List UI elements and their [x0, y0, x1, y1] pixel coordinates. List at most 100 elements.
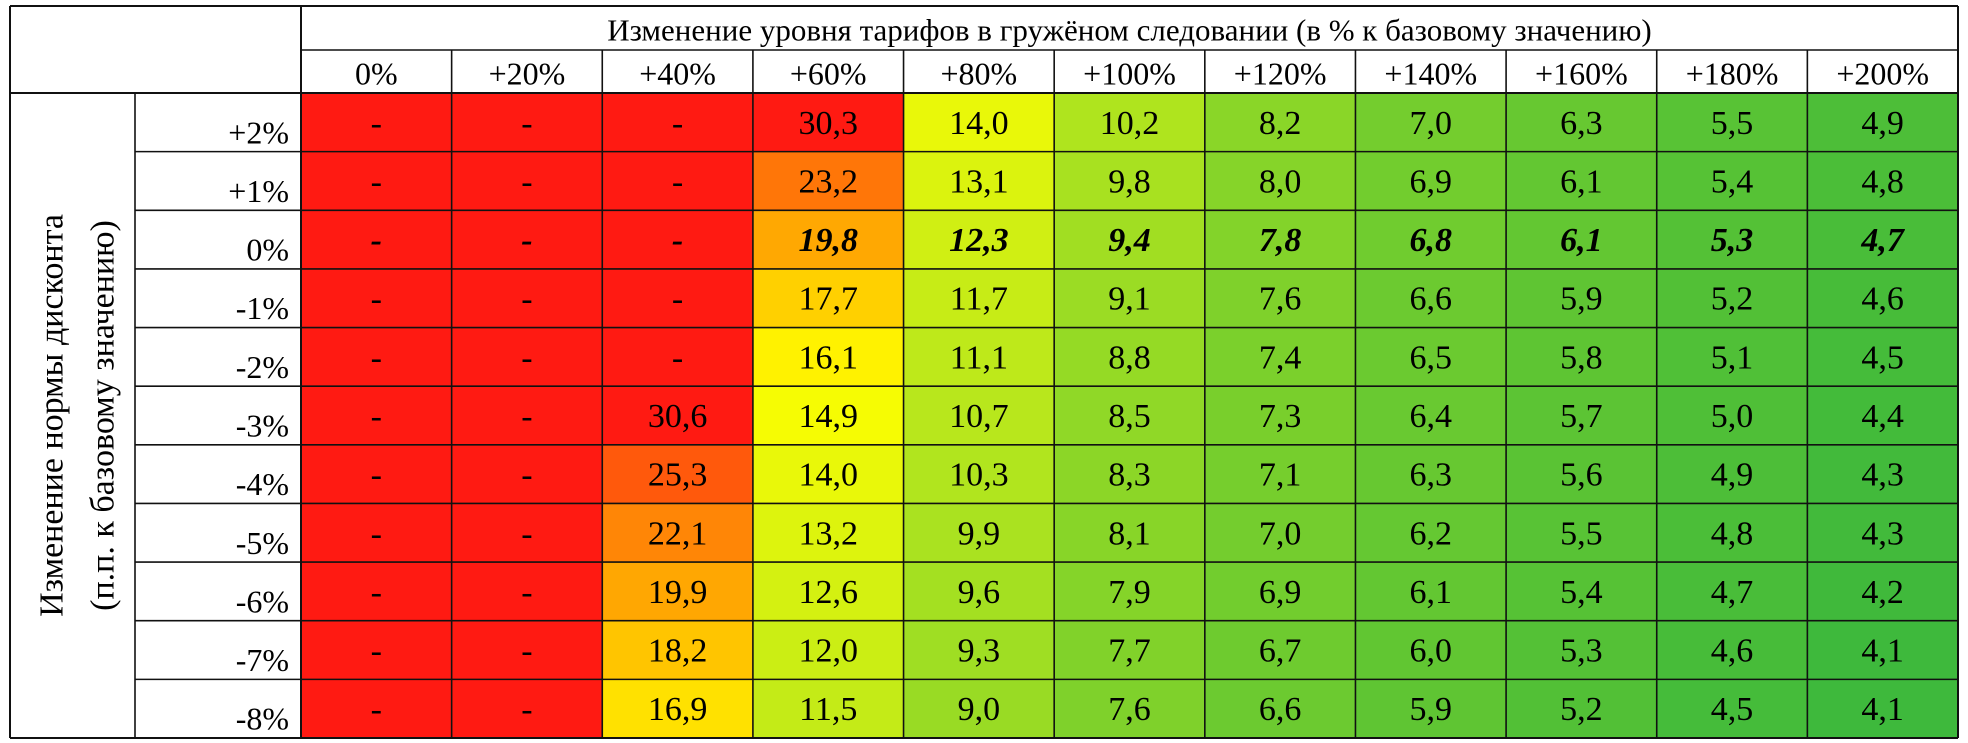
cell-missing-label: -	[672, 105, 683, 142]
heatmap-cell	[752, 93, 904, 152]
heatmap-cell	[301, 268, 452, 328]
cell-value-label: 4,9	[1711, 457, 1754, 494]
heatmap-cell	[301, 562, 452, 621]
cell-value-label: 5,6	[1560, 457, 1603, 494]
cell-value-label: 10,3	[949, 457, 1009, 494]
cell-value-label: 17,7	[798, 281, 858, 318]
heatmap-cell	[1506, 210, 1657, 269]
heatmap-cell	[903, 210, 1055, 269]
row-header: -4%	[236, 466, 289, 502]
heatmap-cell	[1506, 620, 1657, 680]
cell-value-label: 7,4	[1259, 339, 1302, 376]
cell-value-label: 6,4	[1410, 398, 1453, 435]
cell-missing-label: -	[371, 515, 382, 552]
cell-value-label: 6,9	[1259, 574, 1302, 611]
heatmap-cell	[451, 503, 603, 563]
cell-value-label: 8,5	[1108, 398, 1151, 435]
cell-value-label: 5,2	[1560, 691, 1603, 728]
heatmap-cell	[1204, 679, 1356, 738]
heatmap-cell	[301, 93, 452, 152]
cell-value-label: 14,0	[949, 105, 1009, 142]
row-header: -8%	[236, 701, 289, 737]
cell-missing-label: -	[521, 515, 532, 552]
cell-value-label: 30,3	[798, 105, 858, 142]
heatmap-cell	[752, 679, 904, 738]
cell-value-label: 5,9	[1410, 691, 1453, 728]
cell-value-label: 6,6	[1259, 691, 1302, 728]
row-header: -5%	[236, 525, 289, 561]
cell-value-label: 4,7	[1711, 574, 1754, 611]
heatmap-cell	[451, 151, 603, 211]
row-header: -3%	[236, 408, 289, 444]
heatmap-cell	[1355, 93, 1507, 152]
heatmap-cell	[1355, 210, 1507, 269]
heatmap-cell	[1204, 327, 1356, 387]
cell-missing-label: -	[521, 398, 532, 435]
row-header: -7%	[236, 642, 289, 678]
heatmap-cell	[752, 620, 904, 680]
heatmap-cell	[1355, 444, 1507, 504]
heatmap-cell	[602, 327, 753, 387]
heatmap-cell	[1656, 93, 1808, 152]
cell-missing-label: -	[371, 633, 382, 670]
heatmap-cell	[301, 444, 452, 504]
cell-value-label: 6,2	[1410, 515, 1453, 552]
column-header: +80%	[941, 56, 1018, 92]
cell-value-label: 4,1	[1861, 691, 1904, 728]
cell-value-label: 6,9	[1410, 163, 1453, 200]
cell-value-label: 7,3	[1259, 398, 1302, 435]
cell-value-label: 18,2	[648, 633, 708, 670]
column-header: +180%	[1686, 56, 1779, 92]
heatmap-cell	[301, 210, 452, 269]
cell-value-label: 12,3	[949, 222, 1009, 259]
cell-value-label: 4,8	[1861, 163, 1904, 200]
cell-missing-label: -	[371, 105, 382, 142]
heatmap-cell	[602, 210, 753, 269]
heatmap-cells: - - - 30,3 14,0 10,2 8,2 7,0 6,3 5,5 4,9 - - - 23,2 13,…	[301, 93, 1958, 738]
column-header: +100%	[1083, 56, 1176, 92]
cell-value-label: 7,6	[1108, 691, 1151, 728]
cell-value-label: 11,1	[950, 339, 1008, 376]
cell-value-label: 4,4	[1861, 398, 1904, 435]
cell-value-label: 6,1	[1560, 163, 1603, 200]
cell-value-label: 4,3	[1861, 457, 1904, 494]
cell-value-label: 13,2	[798, 515, 858, 552]
heatmap-cell	[1807, 93, 1958, 152]
heatmap-cell	[1506, 93, 1657, 152]
column-header: 0%	[355, 56, 398, 92]
cell-value-label: 9,0	[958, 691, 1001, 728]
heatmap-cell	[451, 210, 603, 269]
cell-missing-label: -	[521, 105, 532, 142]
heatmap-cell	[903, 386, 1055, 445]
cell-value-label: 12,0	[798, 633, 858, 670]
cell-missing-label: -	[672, 222, 683, 259]
heatmap-cell	[451, 620, 603, 680]
cell-value-label: 5,2	[1711, 281, 1754, 318]
heatmap-cell	[1506, 327, 1657, 387]
heatmap-cell	[1807, 151, 1958, 211]
heatmap-cell	[301, 327, 452, 387]
heatmap-cell	[1656, 268, 1808, 328]
heatmap-cell	[451, 444, 603, 504]
column-header: +140%	[1384, 56, 1477, 92]
column-header: +160%	[1535, 56, 1628, 92]
column-header: +60%	[790, 56, 867, 92]
cell-value-label: 11,7	[950, 281, 1008, 318]
cell-missing-label: -	[371, 574, 382, 611]
heatmap-cell	[1355, 503, 1507, 563]
cell-value-label: 5,7	[1560, 398, 1603, 435]
heatmap-cell	[1355, 620, 1507, 680]
cell-value-label: 10,2	[1100, 105, 1160, 142]
cell-missing-label: -	[371, 281, 382, 318]
heatmap-cell	[1807, 327, 1958, 387]
cell-value-label: 4,2	[1861, 574, 1904, 611]
heatmap-cell	[1054, 93, 1205, 152]
cell-value-label: 5,5	[1711, 105, 1754, 142]
cell-missing-label: -	[521, 281, 532, 318]
heatmap-cell	[1355, 327, 1507, 387]
cell-value-label: 4,5	[1861, 339, 1904, 376]
heatmap-cell	[1807, 210, 1958, 269]
heatmap-cell	[1506, 386, 1657, 445]
heatmap-cell	[1204, 210, 1356, 269]
heatmap-cell	[903, 620, 1055, 680]
